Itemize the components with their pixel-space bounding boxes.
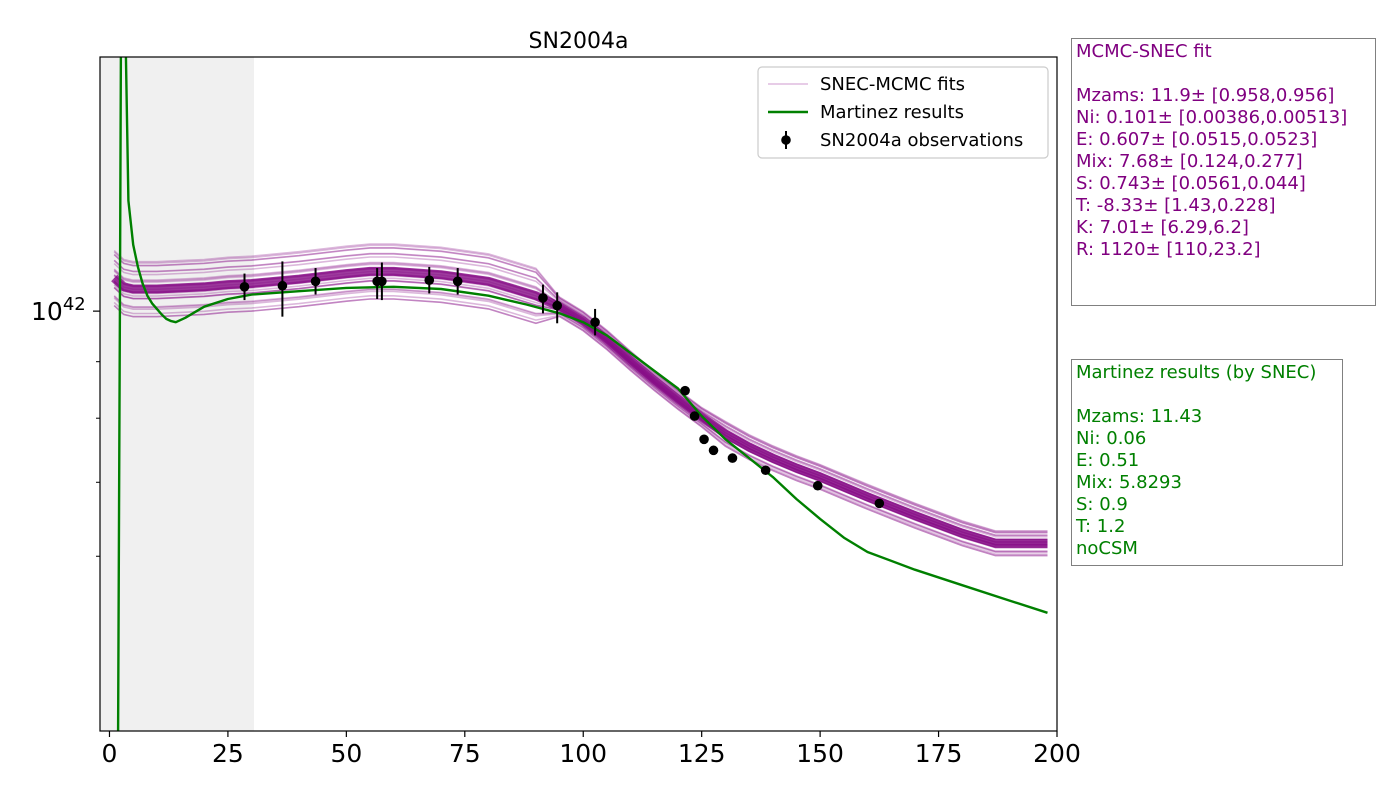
- legend-label: SN2004a observations: [820, 130, 1023, 151]
- martinez-box-line: S: 0.9: [1076, 494, 1128, 515]
- observation-point: [760, 465, 771, 476]
- mcmc-fit-sample: [113, 262, 1048, 541]
- observation-point: [239, 282, 250, 292]
- martinez-box-line: T: 1.2: [1076, 516, 1126, 537]
- legend-frame: [757, 66, 1049, 159]
- legend-swatch-point: [781, 135, 791, 145]
- mcmc-fit-sample: [113, 298, 1048, 557]
- mcmc-box-title: MCMC-SNEC fit: [1076, 41, 1212, 62]
- observation-point: [812, 480, 823, 491]
- mcmc-fit-sample: [113, 252, 1048, 536]
- martinez-box-line: Ni: 0.06: [1076, 428, 1147, 449]
- mcmc-fit-sample: [113, 247, 1048, 534]
- x-tick-label: 100: [559, 739, 607, 768]
- mcmc-fit-curves: [111, 243, 1048, 557]
- mcmc-fit-sample: [113, 295, 1048, 555]
- observation-point: [708, 445, 719, 456]
- mcmc-fit-sample: [113, 263, 1048, 541]
- shaded-region-rect: [100, 57, 254, 731]
- x-tick-label: 0: [102, 739, 118, 768]
- x-tick-label: 175: [915, 739, 963, 768]
- mcmc-fit-box: MCMC-SNEC fit Mzams: 11.9± [0.958,0.956] N…: [1071, 38, 1376, 306]
- mcmc-fit-sample: [113, 253, 1048, 537]
- observation-point: [680, 385, 690, 396]
- observation-point: [424, 275, 435, 285]
- observation-point: [377, 276, 387, 287]
- observation-point: [699, 434, 709, 445]
- observation-point: [310, 276, 321, 287]
- mcmc-box-line: E: 0.607± [0.0515,0.0523]: [1076, 129, 1318, 150]
- plot-frame: [99, 56, 1058, 732]
- x-tick-label: 25: [212, 739, 244, 768]
- y-tick-label: 1042: [31, 294, 86, 326]
- observations: [239, 261, 885, 509]
- legend-label: Martinez results: [820, 102, 964, 123]
- observation-point: [727, 453, 738, 463]
- shaded-region: [100, 57, 254, 731]
- martinez-curve: [116, 57, 1048, 731]
- observation-point: [552, 300, 562, 311]
- mcmc-fit-sample: [113, 290, 1048, 553]
- mcmc-fit-sample: [113, 298, 1048, 557]
- observation-point: [874, 498, 885, 509]
- mcmc-fit-sample: [113, 243, 1048, 532]
- legend-label: SNEC-MCMC fits: [820, 74, 965, 95]
- x-tick-label: 125: [678, 739, 726, 768]
- x-tick-label: 75: [449, 739, 481, 768]
- mcmc-box-line: Ni: 0.101± [0.00386,0.00513]: [1076, 107, 1348, 128]
- mcmc-box-line: Mzams: 11.9± [0.958,0.956]: [1076, 85, 1335, 106]
- mcmc-box-spacer: [1076, 63, 1369, 85]
- martinez-box-spacer: [1076, 384, 1336, 406]
- chart-title: SN2004a: [529, 29, 629, 54]
- mcmc-box-line: S: 0.743± [0.0561,0.044]: [1076, 173, 1306, 194]
- mcmc-fit-sample: [113, 256, 1048, 538]
- observation-point: [590, 317, 600, 327]
- mcmc-fit-sample: [113, 247, 1048, 534]
- mcmc-fit-sample: [113, 244, 1048, 533]
- observation-point: [538, 293, 548, 303]
- martinez-line: [116, 57, 1048, 731]
- legend: SNEC-MCMC fits Martinez results SN2004a ob…: [757, 66, 1049, 159]
- mcmc-box-line: Mix: 7.68± [0.124,0.277]: [1076, 151, 1303, 172]
- martinez-results-box: Martinez results (by SNEC) Mzams: 11.43 Ni…: [1071, 359, 1343, 566]
- martinez-box-title: Martinez results (by SNEC): [1076, 362, 1317, 383]
- martinez-box-line: Mix: 5.8293: [1076, 472, 1182, 493]
- observation-point: [452, 276, 463, 287]
- mcmc-box-line: T: -8.33± [1.43,0.228]: [1076, 195, 1276, 216]
- martinez-box-line: Mzams: 11.43: [1076, 406, 1203, 427]
- martinez-box-line: E: 0.51: [1076, 450, 1140, 471]
- x-tick-label: 150: [796, 739, 844, 768]
- x-axis-ticks: 0 25 50 75 100 125 150 175 200: [102, 731, 1081, 768]
- x-tick-label: 50: [330, 739, 362, 768]
- martinez-box-line: noCSM: [1076, 538, 1138, 559]
- y-axis-ticks: 1042: [31, 294, 100, 557]
- x-tick-label: 200: [1033, 739, 1081, 768]
- observation-point: [689, 411, 700, 421]
- mcmc-box-line: R: 1120± [110,23.2]: [1076, 239, 1261, 260]
- observation-point: [277, 280, 288, 291]
- mcmc-box-line: K: 7.01± [6.29,6.2]: [1076, 217, 1249, 238]
